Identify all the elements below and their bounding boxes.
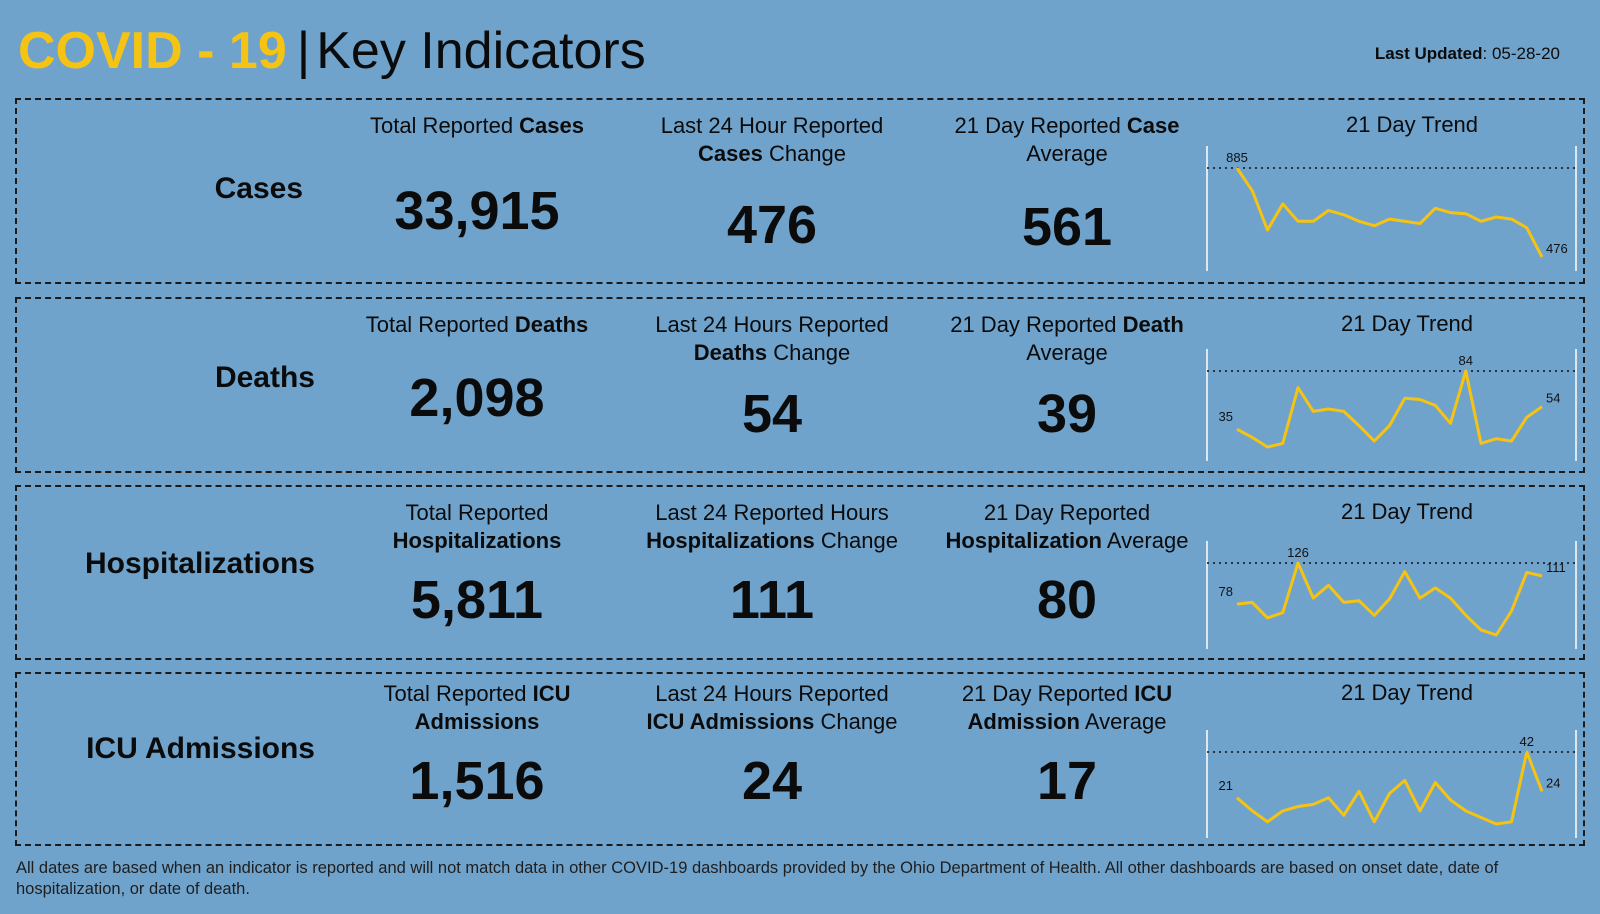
deaths-total-header: Total Reported Deaths [365,312,589,337]
hospitalizations-trend-header: 21 Day Trend [1340,499,1474,524]
icu-change-value: 24 [741,751,803,811]
icu-change-header: Last 24 Hours Reported ICU Admissions Ch… [646,681,898,734]
deaths-panel: Deaths Total Reported Deaths 2,098 Last … [15,297,1585,473]
cases-average-header: 21 Day Reported Case Average [954,113,1180,166]
hospitalizations-change-value: 111 [729,570,815,630]
last-updated-label: Last Updated [1374,44,1483,63]
trend-peak-label: 126 [1287,545,1309,560]
trend-peak-label: 42 [1520,734,1534,749]
trend-peak-label: 84 [1459,353,1473,368]
cases-total-value: 33,915 [394,181,560,241]
cases-trend-chart: 885 476 [1206,146,1577,271]
trend-first-label: 78 [1219,584,1233,599]
hospitalizations-average-header: 21 Day Reported Hospitalization Average [945,500,1189,553]
trend-line [1236,561,1543,637]
hospitalizations-row-label: Hospitalizations [84,547,315,580]
icu-total-header: Total Reported ICU Admissions [383,681,571,734]
hospitalizations-panel: Hospitalizations Total Reported Hospital… [15,485,1585,660]
trend-line [1236,369,1543,449]
cases-average-value: 561 [1021,197,1113,257]
last-updated: Last Updated: 05-28-20 [1375,44,1560,64]
cases-trend-header: 21 Day Trend [1345,112,1479,137]
trend-last-label: 54 [1546,391,1560,406]
hospitalizations-total-value: 5,811 [410,570,544,630]
trend-line [1236,750,1544,826]
icu-average-header: 21 Day Reported ICU Admission Average [961,681,1173,734]
trend-first-label: 21 [1219,778,1233,793]
trend-peak-label: 885 [1226,150,1248,165]
deaths-trend-header: 21 Day Trend [1340,311,1474,336]
title-separator: | [296,22,311,80]
icu-row-label: ICU Admissions [86,732,315,765]
hospitalizations-change-header: Last 24 Reported Hours Hospitalizations … [646,500,898,553]
icu-panel: ICU Admissions Total Reported ICU Admiss… [15,672,1585,846]
trend-last-label: 111 [1546,560,1566,575]
deaths-trend-chart: 84 35 54 [1206,349,1577,461]
icu-average-value: 17 [1036,751,1098,811]
title-text: Key Indicators [316,22,646,80]
deaths-average-value: 39 [1036,384,1098,444]
hospitalizations-total-header: Total Reported Hospitalizations [392,500,562,553]
deaths-change-value: 54 [741,384,803,444]
brand-title: COVID - 19 [18,22,287,80]
cases-change-header: Last 24 Hour Reported Cases Change [660,113,884,166]
hospitalizations-trend-chart: 126 78 111 [1206,541,1577,649]
deaths-row-label: Deaths [214,361,315,394]
cases-total-header: Total Reported Cases [369,113,585,138]
page-title: COVID - 19 | Key Indicators [18,16,646,86]
hospitalizations-average-value: 80 [1036,570,1098,630]
icu-trend-header: 21 Day Trend [1340,680,1474,705]
icu-total-value: 1,516 [409,751,545,811]
icu-trend-chart: 42 21 24 [1206,730,1577,838]
trend-last-label: 24 [1546,775,1560,790]
cases-panel: Cases Total Reported Cases 33,915 Last 2… [15,98,1585,284]
deaths-average-header: 21 Day Reported Death Average [950,312,1184,365]
trend-last-label: 476 [1546,241,1568,256]
footnote: All dates are based when an indicator is… [16,859,1499,898]
cases-row-label: Cases [214,172,303,205]
deaths-total-value: 2,098 [409,368,545,428]
last-updated-date: : 05-28-20 [1482,44,1561,63]
trend-first-label: 35 [1219,409,1233,424]
deaths-change-header: Last 24 Hours Reported Deaths Change [655,312,889,365]
cases-change-value: 476 [726,195,818,255]
trend-line [1235,167,1544,258]
